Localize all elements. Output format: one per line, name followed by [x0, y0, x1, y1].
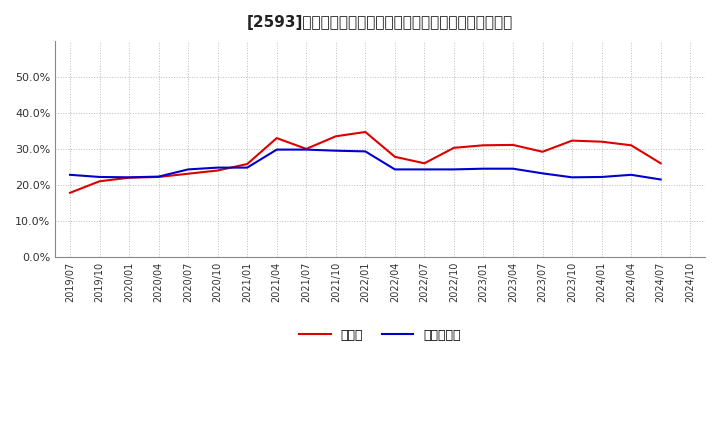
現顔金	[243, 161, 251, 167]
現顔金	[302, 146, 310, 151]
Legend: 現顔金, 有利子負債: 現顔金, 有利子負債	[294, 323, 466, 347]
現顔金	[125, 175, 133, 180]
有利子負債	[331, 148, 340, 153]
有利子負債	[184, 167, 192, 172]
有利子負債	[480, 166, 488, 171]
有利子負債	[213, 165, 222, 170]
Line: 有利子負債: 有利子負債	[70, 150, 661, 180]
現顔金	[213, 168, 222, 173]
現顔金	[272, 136, 281, 141]
有利子負債	[598, 174, 606, 180]
現顔金	[66, 190, 74, 195]
有利子負債	[539, 171, 547, 176]
有利子負債	[509, 166, 518, 171]
有利子負債	[243, 165, 251, 170]
Title: [2593]　現預金、有利子負債の総資産に対する比率の推移: [2593] 現預金、有利子負債の総資産に対する比率の推移	[247, 15, 513, 30]
現顔金	[154, 174, 163, 180]
有利子負債	[449, 167, 458, 172]
有利子負債	[302, 147, 310, 152]
有利子負債	[125, 175, 133, 180]
有利子負債	[420, 167, 428, 172]
有利子負債	[361, 149, 369, 154]
有利子負債	[657, 177, 665, 182]
現顔金	[420, 161, 428, 166]
現顔金	[390, 154, 399, 159]
現顔金	[568, 138, 577, 143]
現顔金	[539, 149, 547, 154]
有利子負債	[272, 147, 281, 152]
現顔金	[480, 143, 488, 148]
現顔金	[598, 139, 606, 144]
現顔金	[657, 161, 665, 166]
現顔金	[361, 129, 369, 135]
現顔金	[331, 134, 340, 139]
有利子負債	[154, 174, 163, 179]
Line: 現顔金: 現顔金	[70, 132, 661, 193]
有利子負債	[95, 174, 104, 180]
現顔金	[509, 142, 518, 147]
有利子負債	[390, 167, 399, 172]
現顔金	[95, 179, 104, 184]
現顔金	[449, 145, 458, 150]
有利子負債	[627, 172, 636, 177]
有利子負債	[568, 175, 577, 180]
現顔金	[184, 171, 192, 176]
有利子負債	[66, 172, 74, 177]
現顔金	[627, 143, 636, 148]
